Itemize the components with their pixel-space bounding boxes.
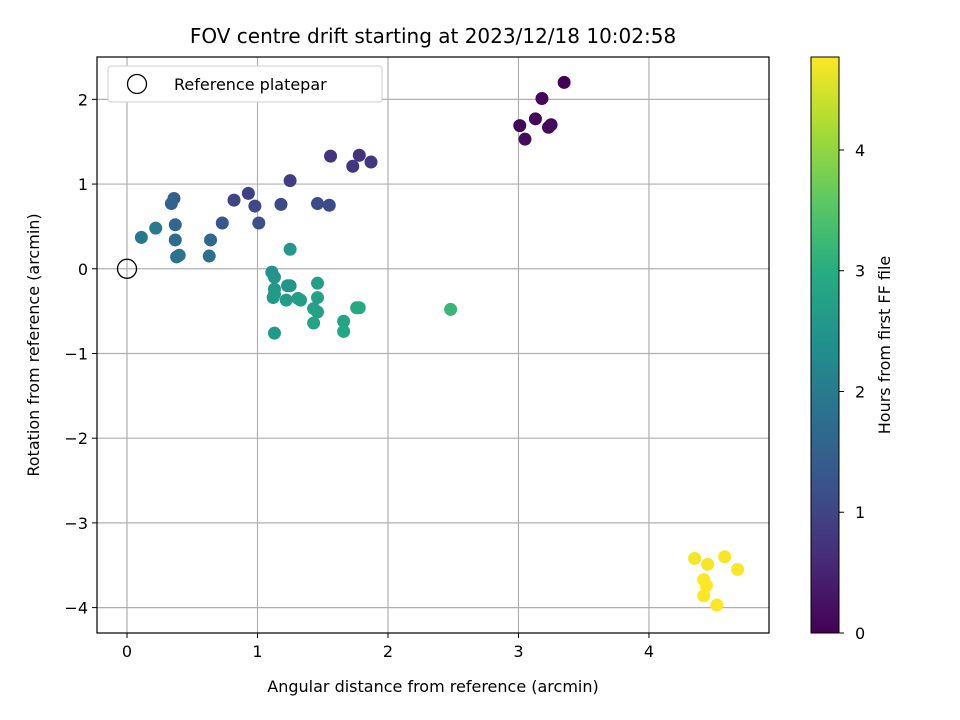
colorbar-label: Hours from first FF file <box>875 256 894 435</box>
legend-marker-open-circle <box>126 73 148 95</box>
data-point <box>252 216 266 230</box>
data-point <box>279 293 293 307</box>
data-point <box>307 316 321 330</box>
data-point <box>241 186 255 200</box>
data-point <box>168 233 182 247</box>
data-point <box>337 314 351 328</box>
data-point <box>202 249 216 263</box>
colorbar-tick-label: 0 <box>855 624 865 643</box>
x-tick-label: 3 <box>513 642 523 661</box>
colorbar-tick-label: 3 <box>855 262 865 281</box>
colorbar-tick-label: 1 <box>855 503 865 522</box>
data-point <box>283 174 297 188</box>
data-point <box>541 120 555 134</box>
data-point <box>311 291 325 305</box>
data-point <box>172 248 186 262</box>
data-point <box>311 197 325 211</box>
data-point <box>535 92 549 106</box>
data-point <box>346 159 360 173</box>
data-point <box>337 324 351 338</box>
data-point <box>248 199 262 213</box>
x-axis-ticks: 0 1 2 3 4 <box>122 633 654 661</box>
x-tick-label: 1 <box>252 642 262 661</box>
x-tick-label: 2 <box>383 642 393 661</box>
colorbar-tick-label: 2 <box>855 382 865 401</box>
legend-entry-label: Reference platepar <box>174 75 327 94</box>
legend: Reference platepar <box>107 65 383 103</box>
data-point <box>688 551 702 565</box>
data-point <box>283 242 297 256</box>
data-point <box>697 589 711 603</box>
data-point <box>149 221 163 235</box>
plot-frame <box>96 56 770 634</box>
y-tick-label: 0 <box>78 260 88 279</box>
y-tick-label: −1 <box>64 344 88 363</box>
y-tick-label: 2 <box>78 90 88 109</box>
data-point <box>294 293 308 307</box>
data-point <box>528 112 542 126</box>
reference-platepar-marker <box>116 258 138 279</box>
colorbar: 0 1 2 3 4 Hours from first FF file <box>810 56 894 643</box>
y-tick-label: −2 <box>64 429 88 448</box>
data-point <box>311 276 325 290</box>
data-point <box>710 598 724 612</box>
data-point <box>267 270 281 284</box>
data-points <box>134 75 745 612</box>
reference-marker-group <box>116 258 138 279</box>
x-axis-label: Angular distance from reference (arcmin) <box>267 677 598 696</box>
data-point <box>283 279 297 293</box>
grid-lines <box>97 57 769 633</box>
data-point <box>134 230 148 244</box>
data-point <box>311 305 325 319</box>
colorbar-ticks: 0 1 2 3 4 <box>839 141 865 643</box>
y-tick-label: −4 <box>64 599 88 618</box>
colorbar-frame <box>810 56 840 634</box>
data-point <box>164 197 178 211</box>
data-point <box>718 550 732 564</box>
data-point <box>227 193 241 207</box>
data-point <box>352 148 366 162</box>
colorbar-gradient <box>811 57 839 633</box>
y-tick-label: −3 <box>64 514 88 533</box>
data-point <box>168 218 182 232</box>
data-point <box>444 302 458 316</box>
data-point <box>364 155 378 169</box>
data-point <box>518 132 532 146</box>
data-point <box>731 562 745 576</box>
y-axis-ticks: −4 −3 −2 −1 0 1 2 <box>64 90 97 618</box>
y-tick-label: 1 <box>78 175 88 194</box>
data-point <box>324 149 338 163</box>
colorbar-tick-label: 4 <box>855 141 865 160</box>
legend-box <box>107 65 383 103</box>
chart-title: FOV centre drift starting at 2023/12/18 … <box>190 24 676 48</box>
data-point <box>699 579 713 593</box>
data-point <box>513 119 527 133</box>
data-point <box>322 198 336 212</box>
data-point <box>557 75 571 89</box>
x-tick-label: 4 <box>644 642 654 661</box>
data-point <box>352 301 366 315</box>
data-point <box>267 326 281 340</box>
y-axis-label: Rotation from reference (arcmin) <box>24 213 43 476</box>
data-point <box>701 557 715 571</box>
data-point <box>204 233 218 247</box>
data-point <box>266 291 280 305</box>
data-point <box>274 197 288 211</box>
x-tick-label: 0 <box>122 642 132 661</box>
data-point <box>215 216 229 230</box>
